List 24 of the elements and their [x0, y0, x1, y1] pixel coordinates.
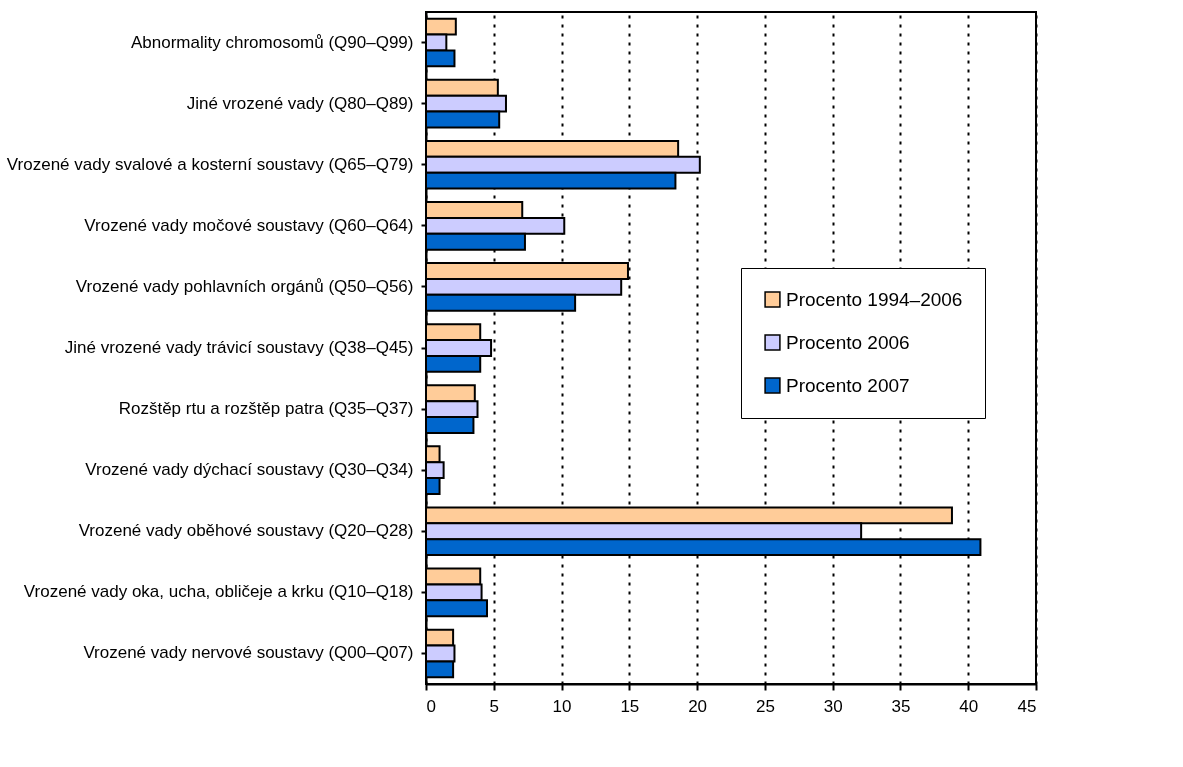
legend-label: Procento 1994–2006: [786, 288, 963, 310]
y-tick-label: Vrozené vady oka, ucha, obličeje a krku (Q10–Q18): [23, 582, 414, 602]
y-tick-label: Jiné vrozené vady trávicí soustavy (Q38–Q45): [64, 338, 414, 357]
legend-label: Procento 2006: [786, 331, 910, 353]
x-tick-label: 30: [823, 696, 843, 716]
x-tick-label: 0: [426, 696, 436, 716]
x-tick-label: 15: [620, 696, 640, 716]
x-tick-label: 20: [688, 696, 708, 716]
y-tick-label: Rozštěp rtu a rozštěp patra (Q35–Q37): [118, 399, 414, 419]
legend-label: Procento 2007: [786, 374, 910, 396]
y-tick-label: Vrozené vady svalové a kosterní soustavy (Q65–Q79): [6, 154, 414, 174]
x-tick-label: 25: [755, 696, 775, 716]
y-tick-label: Jiné vrozené vady (Q80–Q89): [186, 93, 414, 113]
x-tick-label: 5: [489, 696, 500, 716]
x-tick-label: 10: [552, 696, 572, 716]
y-tick-label: Vrozené vady nervové soustavy (Q00–Q07): [83, 643, 414, 663]
x-tick-label: 35: [891, 696, 911, 716]
y-tick-label: Abnormality chromosomů (Q90–Q99): [130, 32, 414, 52]
y-tick-label: Vrozené vady dýchací soustavy (Q30–Q34): [85, 460, 414, 480]
x-tick-label: 45: [1017, 696, 1037, 716]
y-tick-label: Vrozené vady oběhové soustavy (Q20–Q28): [78, 521, 414, 541]
y-tick-label: Vrozené vady pohlavních orgánů (Q50–Q56): [75, 276, 414, 296]
x-tick-label: 40: [959, 696, 979, 716]
y-tick-label: Vrozené vady močové soustavy (Q60–Q64): [84, 215, 414, 235]
